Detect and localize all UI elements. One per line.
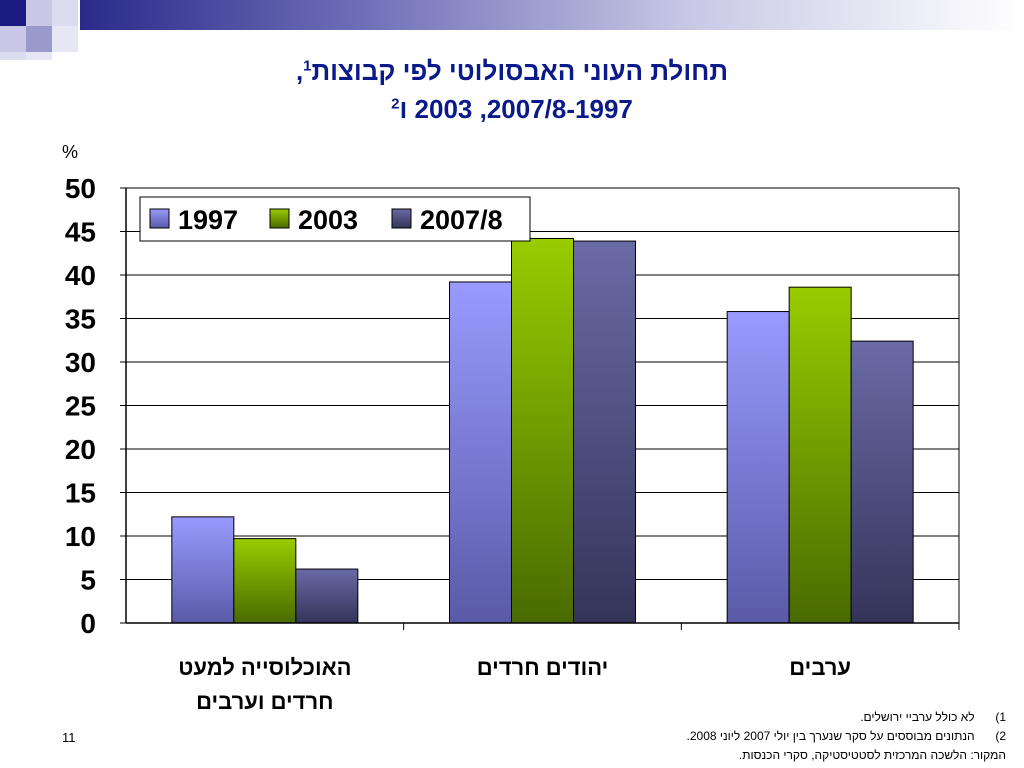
bar-1997-2 [726, 311, 790, 624]
corner-square-light [52, 0, 78, 26]
legend-swatch [391, 208, 412, 229]
corner-square-light [26, 52, 52, 60]
y-tick-label: 5 [80, 565, 96, 596]
footnote-2: 2) הנתונים מבוססים על סקר שנערך בין יולי… [687, 729, 1006, 743]
y-tick-label: 10 [65, 521, 96, 552]
y-axis-unit: % [62, 142, 79, 162]
title-footnote-1: 1 [303, 57, 312, 75]
legend-swatch [269, 208, 290, 229]
chart-title-line2: 2007/8-1997, 2003 ו2 [0, 94, 1024, 125]
footnote-1-text: לא כולל ערביי ירושלים. [860, 710, 975, 724]
x-category-label: האוכלוסייה למעט [178, 655, 351, 680]
title-footnote-2: 2 [391, 95, 400, 113]
page-number: 11 [62, 730, 76, 745]
bar-1997-0 [171, 516, 235, 624]
y-tick-label: 35 [65, 304, 96, 335]
corner-square-light [52, 26, 78, 52]
legend-label: 2003 [298, 205, 358, 235]
x-category-label: יהודים חרדים [477, 655, 609, 680]
y-tick-label: 15 [65, 478, 96, 509]
y-tick-label: 40 [65, 260, 96, 291]
title-main: תחולת העוני האבסולוטי לפי קבוצות [311, 56, 729, 86]
title-years: 2007/8-1997, 2003 ו [399, 94, 633, 124]
y-tick-label: 50 [65, 173, 96, 204]
chart-title-line1: תחולת העוני האבסולוטי לפי קבוצות1, [0, 56, 1024, 87]
legend-box [139, 196, 531, 242]
corner-square-light [26, 0, 52, 26]
y-tick-label: 25 [65, 391, 96, 422]
y-tick-label: 30 [65, 347, 96, 378]
legend-label: 2007/8 [420, 205, 503, 235]
y-tick-label: 20 [65, 434, 96, 465]
bar-2003-1 [511, 237, 574, 624]
bar-2007-8-0 [295, 568, 359, 624]
y-tick-label: 0 [80, 608, 96, 639]
y-tick-label: 45 [65, 217, 96, 248]
corner-square-dark [0, 0, 26, 26]
bar-1997-1 [449, 281, 512, 624]
bar-2007-8-1 [573, 240, 636, 624]
legend-label: 1997 [178, 205, 238, 235]
source-note: המקור: הלשכה המרכזית לסטטיסטיקה, סקרי הכ… [738, 748, 1006, 762]
title-comma: , [295, 56, 304, 86]
legend-swatch [149, 208, 170, 229]
corner-square-light [0, 26, 26, 52]
header-gradient-bar [80, 0, 1024, 30]
footnote-2-text: הנתונים מבוססים על סקר שנערך בין יולי 20… [686, 729, 975, 743]
corner-square-light [0, 52, 26, 60]
x-category-label: חרדים וערבים [196, 689, 333, 714]
bar-2003-0 [233, 538, 297, 624]
bar-2007-8-2 [850, 340, 914, 624]
footnote-2-num: 2) [995, 729, 1006, 743]
corner-square-mid [26, 26, 52, 52]
footnote-1: 1) לא כולל ערביי ירושלים. [860, 710, 1006, 724]
x-category-label: ערבים [789, 655, 851, 680]
footnote-1-num: 1) [995, 710, 1006, 724]
bar-2003-2 [788, 286, 852, 624]
